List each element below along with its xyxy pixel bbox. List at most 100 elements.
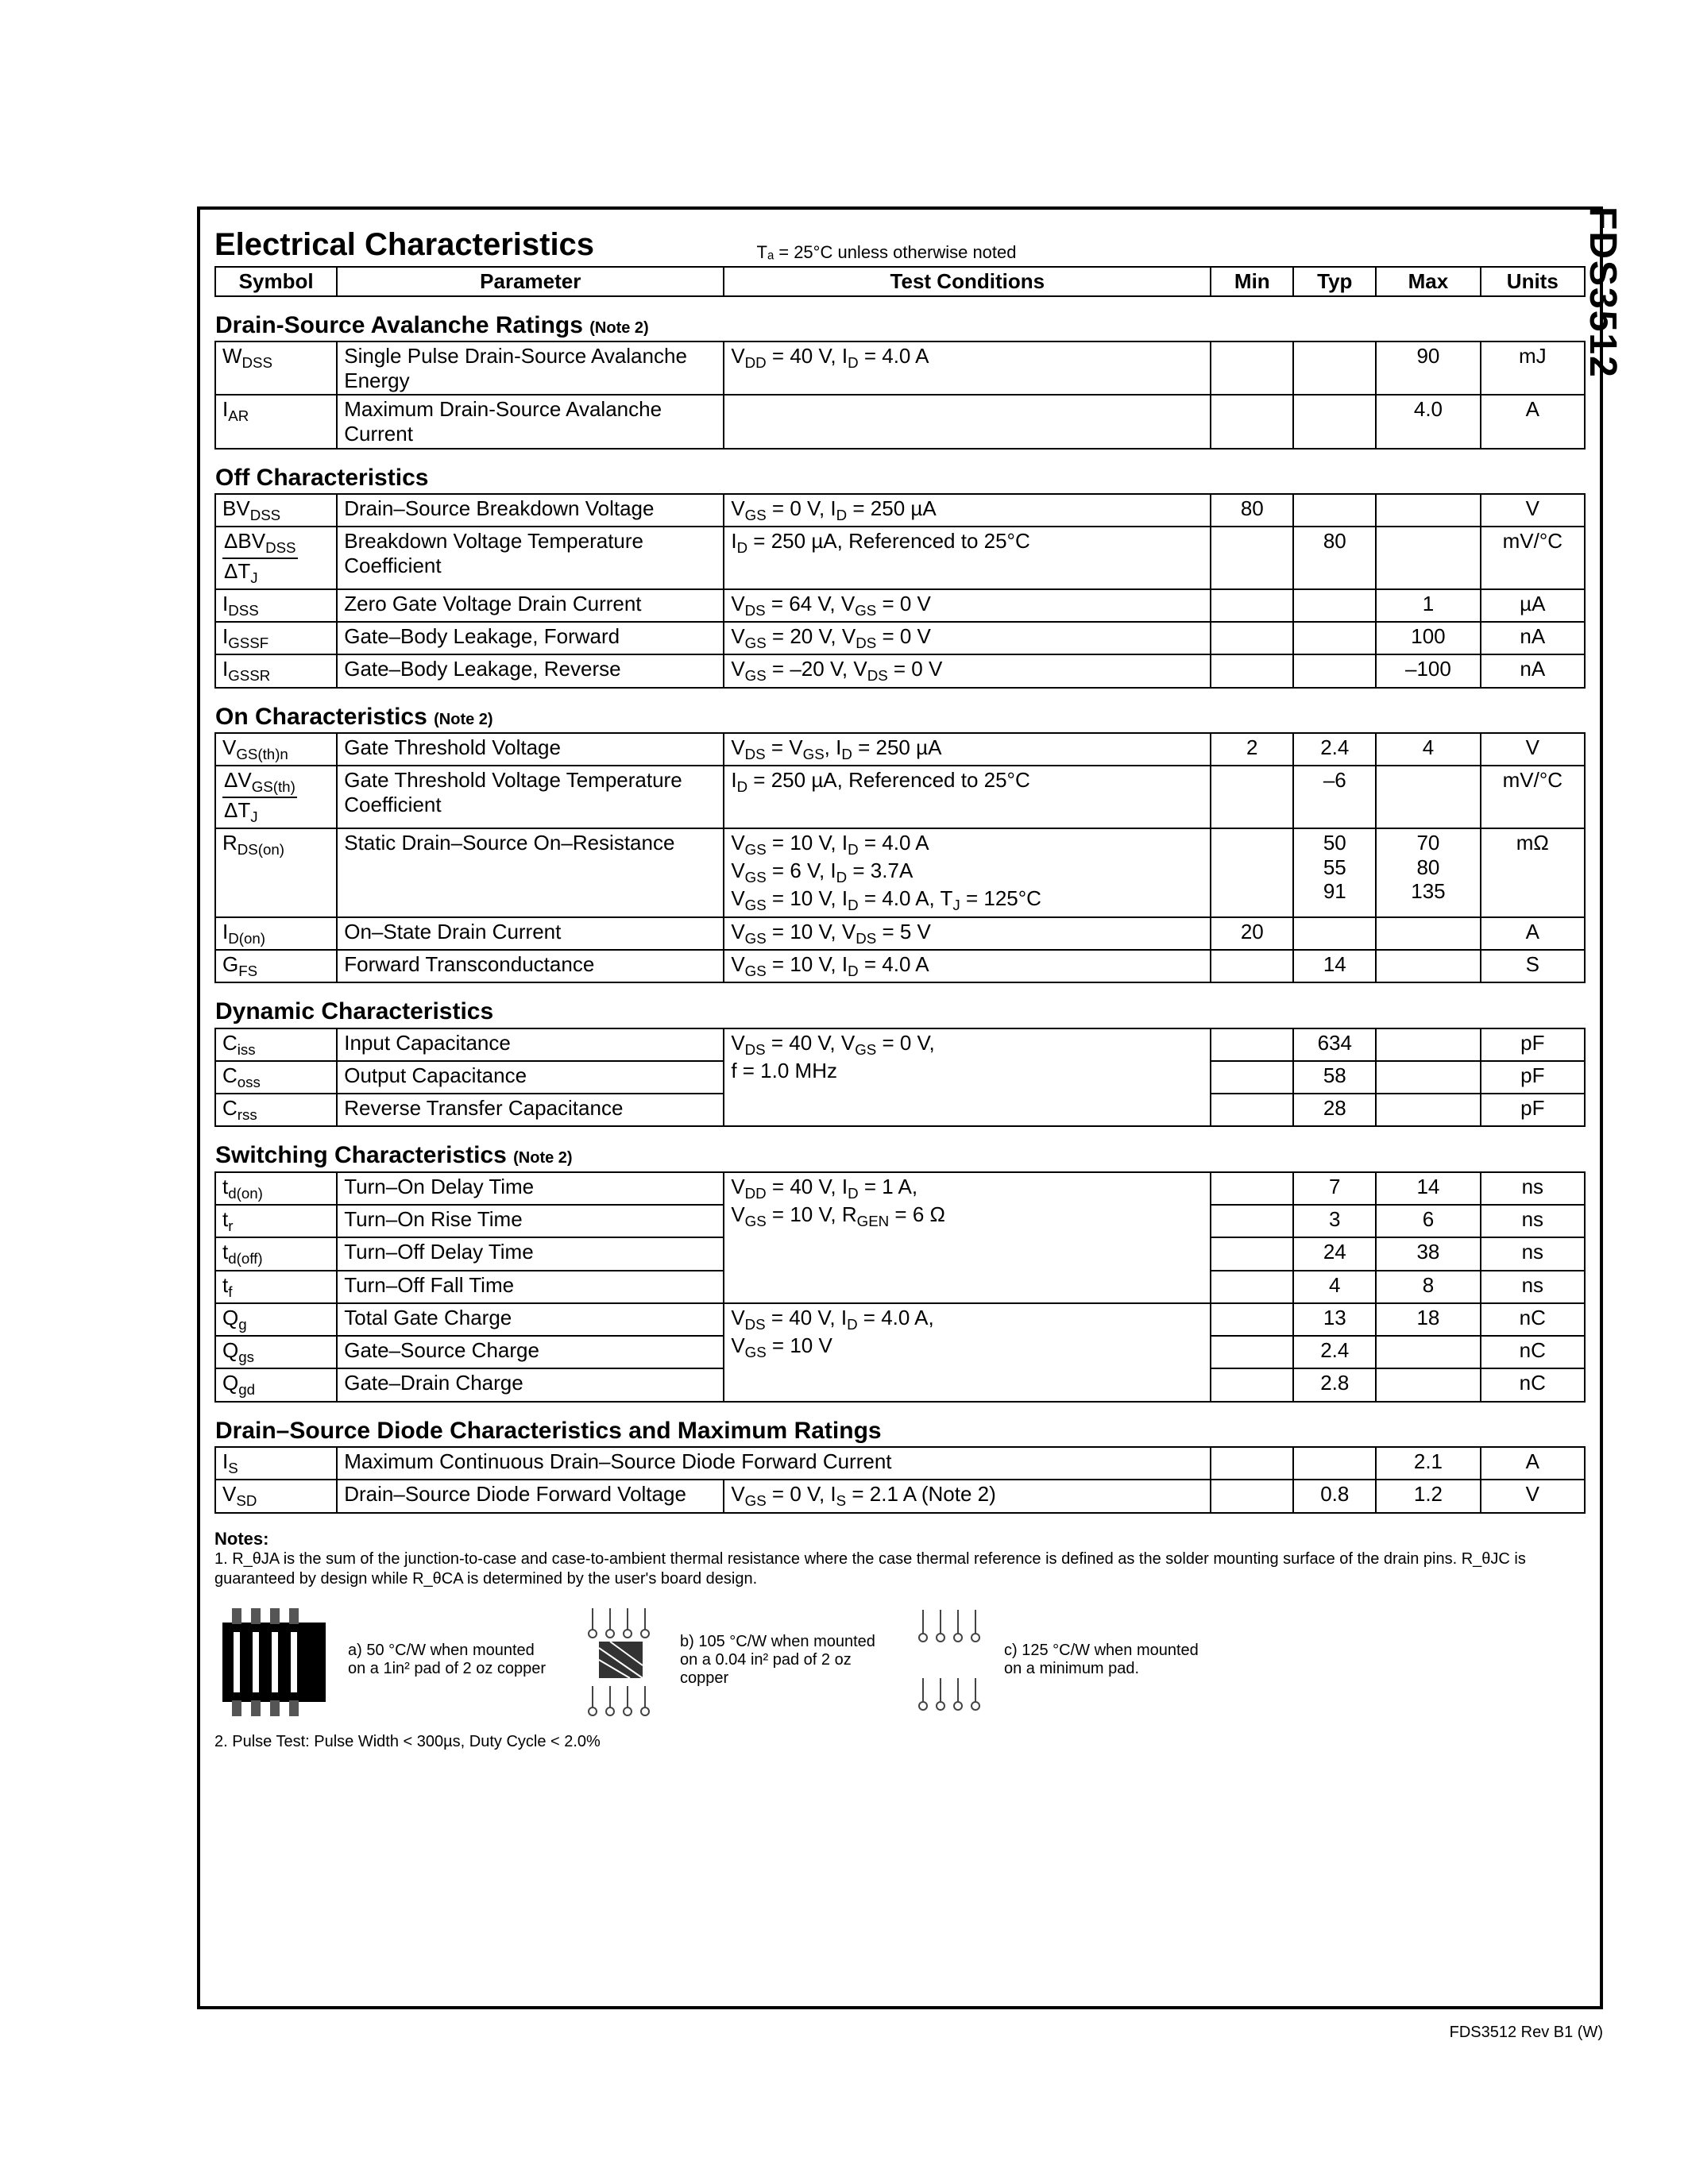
cell-units: V <box>1481 494 1585 527</box>
cell-symbol: IAR <box>215 395 337 448</box>
cell-symbol: VGS(th)n <box>215 733 337 766</box>
pad-small-icon <box>578 1600 666 1719</box>
cell-symbol: IDSS <box>215 589 337 622</box>
cell-max: 90 <box>1376 341 1480 395</box>
cell-parameter: Gate–Drain Charge <box>337 1368 724 1401</box>
cell-symbol: WDSS <box>215 341 337 395</box>
cell-symbol: RDS(on) <box>215 828 337 917</box>
table-row: VSDDrain–Source Diode Forward VoltageVGS… <box>215 1480 1585 1512</box>
cell-units: nA <box>1481 654 1585 687</box>
cell-typ: 58 <box>1293 1061 1376 1094</box>
cell-typ <box>1293 654 1376 687</box>
cell-units: µA <box>1481 589 1585 622</box>
cell-units: A <box>1481 1447 1585 1480</box>
cell-min <box>1211 341 1293 395</box>
cell-typ <box>1293 1447 1376 1480</box>
table-row: BVDSSDrain–Source Breakdown VoltageVGS =… <box>215 494 1585 527</box>
section-title: Dynamic Characteristics <box>215 984 493 1026</box>
cell-symbol: Qgs <box>215 1336 337 1368</box>
cell-units: mΩ <box>1481 828 1585 917</box>
table-row: GFSForward TransconductanceVGS = 10 V, I… <box>215 950 1585 982</box>
cell-symbol: Qg <box>215 1303 337 1336</box>
table-row: IARMaximum Drain-Source Avalanche Curren… <box>215 395 1585 448</box>
cell-typ: 3 <box>1293 1205 1376 1237</box>
cell-parameter: On–State Drain Current <box>337 917 724 950</box>
header-row: Symbol Parameter Test Conditions Min Typ… <box>215 267 1585 296</box>
note-1: 1. R_θJA is the sum of the junction-to-c… <box>214 1549 1586 1589</box>
hdr-symbol: Symbol <box>215 267 337 296</box>
revision: FDS3512 Rev B1 (W) <box>197 2024 1603 2042</box>
table-row: RDS(on)Static Drain–Source On–Resistance… <box>215 828 1585 917</box>
cell-min <box>1211 1028 1293 1061</box>
cell-test: VGS = 0 V, IS = 2.1 A (Note 2) <box>724 1480 1211 1512</box>
cell-parameter: Gate Threshold Voltage Temperature Coeff… <box>337 766 724 828</box>
cell-max <box>1376 950 1480 982</box>
hdr-units: Units <box>1481 267 1585 296</box>
spec-table: Symbol Parameter Test Conditions Min Typ… <box>214 266 1586 1514</box>
cell-typ: 0.8 <box>1293 1480 1376 1512</box>
thermal-c: c) 125 °C/W when mounted on a minimum pa… <box>910 1600 1211 1719</box>
pad-min-icon <box>910 1600 990 1719</box>
cell-typ <box>1293 341 1376 395</box>
cell-max: 1.2 <box>1376 1480 1480 1512</box>
cell-test: VDD = 40 V, ID = 4.0 A <box>724 341 1211 395</box>
cell-symbol: IS <box>215 1447 337 1480</box>
cell-parameter: Drain–Source Diode Forward Voltage <box>337 1480 724 1512</box>
cell-symbol: td(on) <box>215 1172 337 1205</box>
cell-parameter: Reverse Transfer Capacitance <box>337 1094 724 1126</box>
notes-block: Notes: 1. R_θJA is the sum of the juncti… <box>214 1528 1586 1753</box>
cell-test: VDS = 40 V, ID = 4.0 A,VGS = 10 V <box>724 1303 1211 1402</box>
pad-large-icon <box>214 1600 334 1719</box>
cell-typ <box>1293 622 1376 654</box>
cell-test: ID = 250 µA, Referenced to 25°C <box>724 527 1211 589</box>
cell-test: VGS = –20 V, VDS = 0 V <box>724 654 1211 687</box>
cell-test: VDS = VGS, ID = 250 µA <box>724 733 1211 766</box>
cell-units: pF <box>1481 1028 1585 1061</box>
cell-typ: 634 <box>1293 1028 1376 1061</box>
cell-symbol: VSD <box>215 1480 337 1512</box>
table-row: ΔVGS(th)ΔTJGate Threshold Voltage Temper… <box>215 766 1585 828</box>
cell-min <box>1211 1172 1293 1205</box>
cell-min <box>1211 654 1293 687</box>
cell-units: nC <box>1481 1303 1585 1336</box>
cell-parameter: Total Gate Charge <box>337 1303 724 1336</box>
cell-max <box>1376 1094 1480 1126</box>
cell-symbol: ΔVGS(th)ΔTJ <box>215 766 337 828</box>
cell-symbol: tr <box>215 1205 337 1237</box>
title-condition: Tₐ = 25°C unless otherwise noted <box>757 242 1017 263</box>
cell-max: 1 <box>1376 589 1480 622</box>
cell-units: V <box>1481 1480 1585 1512</box>
cell-typ: 4 <box>1293 1271 1376 1303</box>
cell-min <box>1211 622 1293 654</box>
content: Electrical Characteristics Tₐ = 25°C unl… <box>200 210 1600 1760</box>
cell-max <box>1376 527 1480 589</box>
cell-symbol: IGSSR <box>215 654 337 687</box>
cell-typ: 2.4 <box>1293 1336 1376 1368</box>
cell-max: 4.0 <box>1376 395 1480 448</box>
cell-min <box>1211 766 1293 828</box>
cell-typ: 13 <box>1293 1303 1376 1336</box>
thermal-a: a) 50 °C/W when mounted on a 1in² pad of… <box>214 1600 554 1719</box>
cell-typ <box>1293 395 1376 448</box>
cell-min: 2 <box>1211 733 1293 766</box>
table-row: ID(on)On–State Drain CurrentVGS = 10 V, … <box>215 917 1585 950</box>
cell-max: 38 <box>1376 1237 1480 1270</box>
cell-min: 80 <box>1211 494 1293 527</box>
cell-parameter: Breakdown Voltage Temperature Coefficien… <box>337 527 724 589</box>
cell-parameter: Gate Threshold Voltage <box>337 733 724 766</box>
cell-parameter: Single Pulse Drain-Source Avalanche Ener… <box>337 341 724 395</box>
cell-units: S <box>1481 950 1585 982</box>
cell-units: A <box>1481 395 1585 448</box>
cell-max <box>1376 494 1480 527</box>
cell-parameter: Turn–On Delay Time <box>337 1172 724 1205</box>
cell-parameter: Forward Transconductance <box>337 950 724 982</box>
cell-symbol: Ciss <box>215 1028 337 1061</box>
cell-min <box>1211 1205 1293 1237</box>
cell-test: VDD = 40 V, ID = 1 A,VGS = 10 V, RGEN = … <box>724 1172 1211 1303</box>
thermal-b: b) 105 °C/W when mounted on a 0.04 in² p… <box>578 1600 886 1719</box>
cell-test: VGS = 10 V, VDS = 5 V <box>724 917 1211 950</box>
cell-max <box>1376 766 1480 828</box>
cell-typ: 28 <box>1293 1094 1376 1126</box>
cell-typ: 80 <box>1293 527 1376 589</box>
cell-test: VGS = 20 V, VDS = 0 V <box>724 622 1211 654</box>
